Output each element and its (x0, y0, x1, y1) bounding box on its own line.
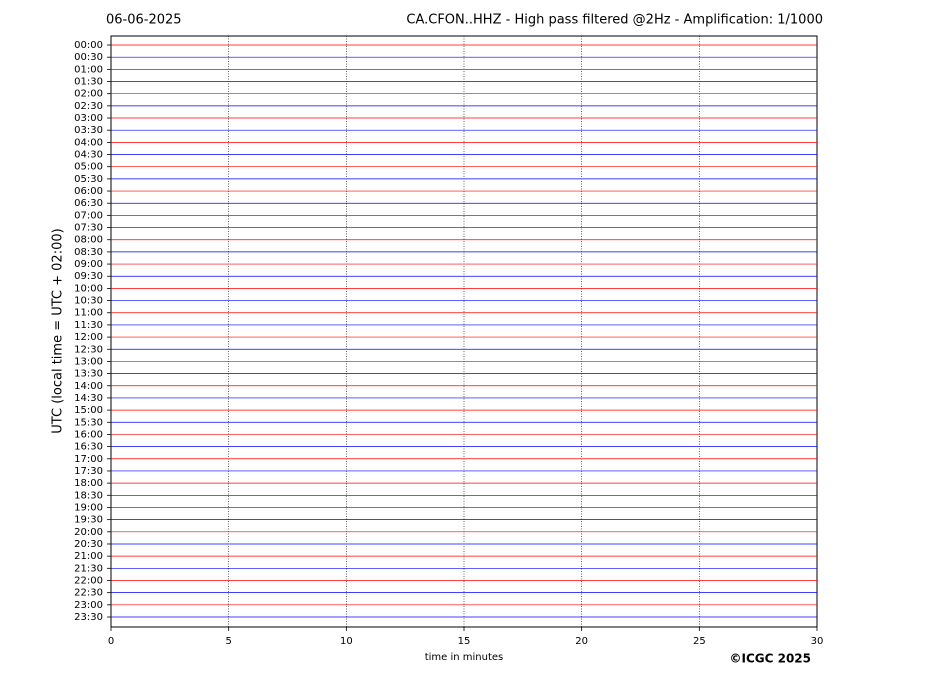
y-tick-label: 00:30 (74, 52, 103, 63)
y-tick-label: 11:00 (74, 308, 103, 319)
y-tick-label: 08:30 (74, 247, 103, 258)
y-tick-label: 09:30 (74, 271, 103, 282)
y-tick-label: 22:30 (74, 588, 103, 599)
y-tick-label: 19:00 (74, 502, 103, 513)
y-tick-label: 20:00 (74, 527, 103, 538)
y-tick-label: 10:00 (74, 283, 103, 294)
y-tick-label: 07:30 (74, 223, 103, 234)
y-tick-label: 08:00 (74, 235, 103, 246)
y-tick-label: 15:30 (74, 417, 103, 428)
chart-date: 06-06-2025 (106, 13, 182, 28)
y-tick-label: 06:00 (74, 186, 103, 197)
y-tick-label: 09:00 (74, 259, 103, 270)
y-tick-label: 21:00 (74, 551, 103, 562)
x-tick-label: 15 (458, 636, 471, 647)
y-tick-label: 14:00 (74, 381, 103, 392)
y-tick-label: 21:30 (74, 563, 103, 574)
y-tick-label: 05:30 (74, 174, 103, 185)
y-tick-label: 01:30 (74, 77, 103, 88)
y-tick-label: 17:30 (74, 466, 103, 477)
y-tick-label: 18:00 (74, 478, 103, 489)
y-tick-label: 01:00 (74, 64, 103, 75)
y-tick-label: 18:30 (74, 490, 103, 501)
y-tick-label: 04:30 (74, 150, 103, 161)
x-axis-label: time in minutes (425, 652, 504, 663)
chart-title: CA.CFON..HHZ - High pass filtered @2Hz -… (406, 13, 823, 28)
y-tick-label: 06:30 (74, 198, 103, 209)
y-axis-label: UTC (local time = UTC + 02:00) (51, 228, 66, 433)
x-tick-label: 20 (575, 636, 588, 647)
x-tick-label: 10 (340, 636, 353, 647)
y-tick-label: 14:30 (74, 393, 103, 404)
y-tick-label: 13:00 (74, 356, 103, 367)
x-tick-label: 0 (108, 636, 114, 647)
x-tick-label: 25 (693, 636, 706, 647)
y-tick-label: 22:00 (74, 575, 103, 586)
y-tick-label: 03:30 (74, 125, 103, 136)
y-tick-label: 12:30 (74, 344, 103, 355)
y-tick-label: 11:30 (74, 320, 103, 331)
x-tick-label: 30 (811, 636, 824, 647)
y-tick-label: 15:00 (74, 405, 103, 416)
y-tick-label: 17:00 (74, 454, 103, 465)
y-tick-label: 02:00 (74, 89, 103, 100)
y-tick-label: 05:00 (74, 162, 103, 173)
y-tick-label: 10:30 (74, 296, 103, 307)
y-tick-label: 00:00 (74, 40, 103, 51)
copyright: ©ICGC 2025 (729, 652, 811, 666)
y-tick-label: 20:30 (74, 539, 103, 550)
y-tick-label: 12:00 (74, 332, 103, 343)
y-tick-label: 02:30 (74, 101, 103, 112)
y-tick-label: 23:00 (74, 600, 103, 611)
x-tick-label: 5 (225, 636, 231, 647)
y-tick-label: 23:30 (74, 612, 103, 623)
y-tick-label: 13:30 (74, 369, 103, 380)
y-tick-label: 03:00 (74, 113, 103, 124)
y-tick-label: 07:00 (74, 210, 103, 221)
y-tick-label: 16:30 (74, 442, 103, 453)
y-tick-label: 19:30 (74, 515, 103, 526)
y-tick-label: 16:00 (74, 429, 103, 440)
y-tick-label: 04:00 (74, 137, 103, 148)
